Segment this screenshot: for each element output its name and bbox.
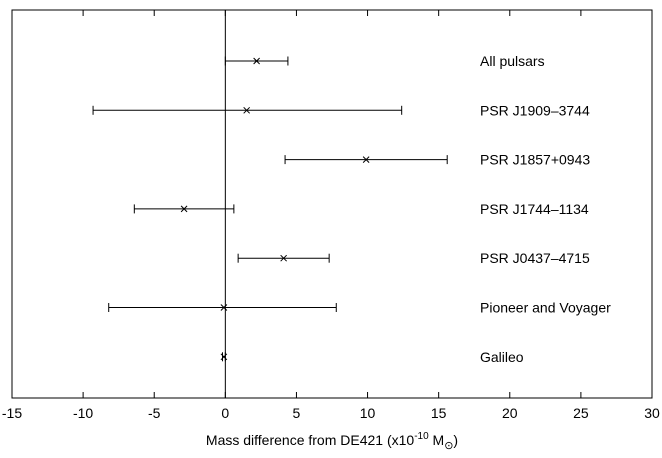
data-point-marker: [253, 57, 260, 65]
row-label: PSR J0437–4715: [480, 250, 590, 266]
x-tick-label: 5: [293, 405, 301, 421]
solar-mass-symbol: ⊙: [444, 440, 453, 452]
error-bar-row: [220, 352, 228, 362]
x-tick-label: -5: [148, 405, 161, 421]
x-tick-label: -10: [73, 405, 93, 421]
error-bar-row: [108, 303, 337, 312]
x-tick-label: 0: [221, 405, 229, 421]
error-bars: [92, 56, 448, 362]
row-label: Pioneer and Voyager: [480, 300, 611, 316]
row-label: PSR J1857+0943: [480, 152, 590, 168]
data-point-marker: [243, 106, 251, 114]
error-bar-row: [133, 204, 235, 214]
x-axis-title-unit: M: [429, 432, 445, 448]
x-tick-label: 20: [502, 405, 518, 421]
x-axis-ticks: -15 -10 -5 0 5 10 15 20 25 30: [2, 10, 660, 421]
data-point-marker: [220, 353, 228, 361]
row-labels: All pulsars PSR J1909–3744 PSR J1857+0943 P…: [480, 53, 611, 365]
data-point-marker: [180, 205, 188, 213]
row-label: All pulsars: [480, 53, 545, 69]
x-axis-title-prefix: Mass difference from DE421 (x10: [206, 432, 414, 448]
error-bar-row: [237, 253, 330, 263]
x-tick-label: 30: [644, 405, 660, 421]
x-axis-title-exponent: -10: [414, 431, 429, 442]
data-point-marker: [220, 304, 228, 311]
x-axis-title-suffix: ): [453, 432, 458, 448]
row-label: Galileo: [480, 349, 524, 365]
x-tick-label: 10: [360, 405, 376, 421]
error-bar-row: [284, 155, 448, 165]
row-label: PSR J1744–1134: [480, 201, 589, 217]
x-tick-label: 25: [573, 405, 589, 421]
x-axis-title: Mass difference from DE421 (x10-10 M⊙): [206, 431, 458, 452]
x-tick-label: -15: [2, 405, 22, 421]
x-tick-label: 15: [431, 405, 447, 421]
error-bar-row: [224, 56, 289, 66]
data-point-marker: [362, 156, 370, 163]
plot-frame: [11, 9, 653, 399]
row-label: PSR J1909–3744: [480, 102, 590, 118]
error-bar-row: [92, 105, 403, 115]
data-point-marker: [280, 254, 287, 262]
